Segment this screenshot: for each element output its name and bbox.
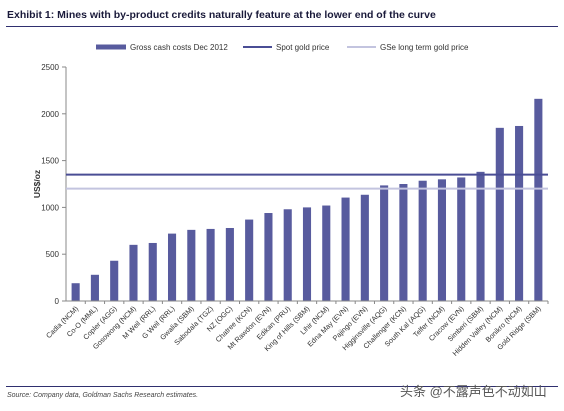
legend: Gross cash costs Dec 2012 Spot gold price…: [96, 43, 469, 52]
bar: [148, 242, 157, 301]
legend-label-longterm: GSe long term gold price: [380, 43, 469, 52]
bar: [187, 229, 196, 301]
bar: [71, 283, 80, 301]
bar: [283, 209, 292, 301]
bar: [380, 185, 389, 301]
bar: [341, 197, 350, 301]
bar: [264, 213, 273, 301]
bar: [225, 227, 234, 301]
legend-swatch-bars: [96, 44, 126, 50]
y-axis-label: US$/oz: [32, 170, 42, 198]
bar: [399, 184, 408, 301]
bar: [534, 98, 543, 301]
bar: [360, 194, 369, 301]
bar: [437, 179, 447, 301]
top-rule: [6, 26, 558, 27]
bar: [302, 207, 312, 301]
bar: [167, 233, 177, 301]
bar: [495, 127, 504, 301]
watermark: 头条 @不露声色不动如山: [400, 384, 547, 399]
bar: [90, 274, 99, 301]
y-axis: 0 500 1000 1500 2000 2500 US$/oz: [32, 63, 67, 306]
bar: [476, 171, 485, 301]
bar: [129, 244, 138, 301]
y-tick-label: 1500: [41, 157, 59, 166]
y-tick-label: 500: [46, 250, 60, 259]
page-title: Exhibit 1: Mines with by-product credits…: [7, 9, 436, 21]
reference-lines: [66, 173, 548, 190]
bar: [515, 125, 524, 301]
bars: [71, 98, 543, 301]
bar: [206, 228, 215, 301]
source-note: Source: Company data, Goldman Sachs Rese…: [7, 392, 199, 399]
legend-label-spot: Spot gold price: [276, 43, 330, 52]
bar: [418, 180, 427, 301]
bottom-rule: [6, 386, 558, 387]
y-tick-label: 1000: [41, 203, 59, 212]
y-tick-label: 2500: [41, 63, 59, 72]
bar: [110, 260, 119, 301]
legend-label-bars: Gross cash costs Dec 2012: [130, 43, 228, 52]
y-tick-label: 0: [55, 297, 60, 306]
y-tick-label: 2000: [41, 110, 59, 119]
bar: [322, 205, 331, 301]
x-axis: Cadia (NCM)Co-O (MML)Copler (AGG)Gosowon…: [44, 300, 549, 358]
bar: [457, 177, 466, 301]
bar: [245, 219, 254, 301]
